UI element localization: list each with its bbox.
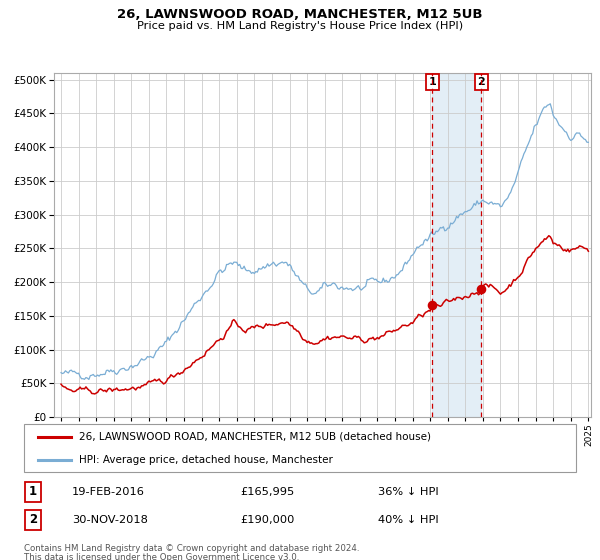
Text: Price paid vs. HM Land Registry's House Price Index (HPI): Price paid vs. HM Land Registry's House … <box>137 21 463 31</box>
Text: HPI: Average price, detached house, Manchester: HPI: Average price, detached house, Manc… <box>79 455 333 465</box>
Text: 1: 1 <box>428 77 436 87</box>
Text: £190,000: £190,000 <box>240 515 295 525</box>
Text: 30-NOV-2018: 30-NOV-2018 <box>72 515 148 525</box>
Bar <box>432 73 481 417</box>
Text: 26, LAWNSWOOD ROAD, MANCHESTER, M12 5UB: 26, LAWNSWOOD ROAD, MANCHESTER, M12 5UB <box>117 8 483 21</box>
Text: 26, LAWNSWOOD ROAD, MANCHESTER, M12 5UB (detached house): 26, LAWNSWOOD ROAD, MANCHESTER, M12 5UB … <box>79 432 431 442</box>
Text: This data is licensed under the Open Government Licence v3.0.: This data is licensed under the Open Gov… <box>24 553 299 560</box>
Text: 2: 2 <box>478 77 485 87</box>
Text: Contains HM Land Registry data © Crown copyright and database right 2024.: Contains HM Land Registry data © Crown c… <box>24 544 359 553</box>
Text: 1: 1 <box>29 485 37 498</box>
Text: 36% ↓ HPI: 36% ↓ HPI <box>378 487 439 497</box>
Text: 40% ↓ HPI: 40% ↓ HPI <box>378 515 439 525</box>
Text: £165,995: £165,995 <box>240 487 294 497</box>
Text: 2: 2 <box>29 513 37 526</box>
Point <box>427 301 437 310</box>
Text: 19-FEB-2016: 19-FEB-2016 <box>72 487 145 497</box>
Point <box>476 284 486 293</box>
